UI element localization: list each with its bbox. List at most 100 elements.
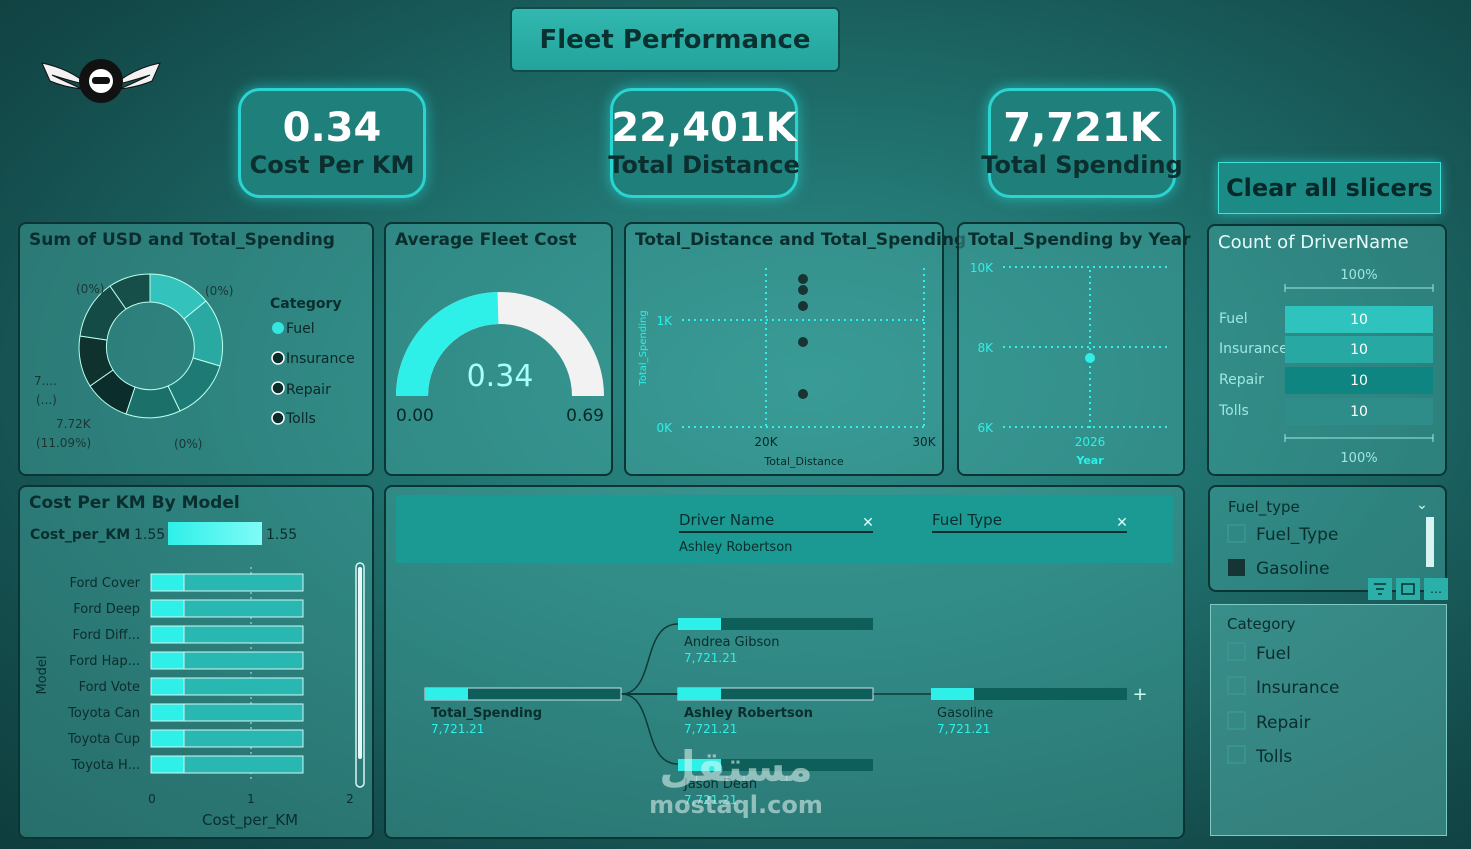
watermark-arabic: مستقل <box>659 742 813 791</box>
model-bar <box>150 599 185 618</box>
kpi-value: 0.34 <box>282 105 382 151</box>
y-tick: 1K <box>656 314 673 328</box>
top-percent: 100% <box>1340 268 1377 283</box>
x-tick: 20K <box>754 435 778 449</box>
scrollbar-thumb <box>358 567 362 759</box>
close-icon[interactable]: ✕ <box>862 515 874 531</box>
gauge-panel: Average Fleet Cost 0.34 0.00 0.69 <box>384 222 613 476</box>
decomp-node-root[interactable]: Total_Spending 7,721.21 <box>424 687 622 736</box>
model-bar <box>150 677 185 696</box>
scrollbar[interactable] <box>1426 517 1434 567</box>
decomp-node-driver[interactable]: Jason Dean 7,721.21 <box>678 759 873 807</box>
driver-count-row: Tolls 10 <box>1218 398 1433 425</box>
scatter-point <box>798 274 808 284</box>
node-label: Jason Dean <box>683 777 757 792</box>
gauge-max: 0.69 <box>566 406 604 426</box>
donut-chart <box>78 273 224 419</box>
x-tick: 2 <box>346 792 354 806</box>
checkbox[interactable] <box>1227 642 1246 661</box>
node-label: Ashley Robertson <box>684 706 813 721</box>
panel-title: Cost Per KM By Model <box>29 493 240 513</box>
checkbox[interactable] <box>1227 524 1246 543</box>
donut-label: (0%) <box>76 282 104 296</box>
kpi-label: Cost Per KM <box>249 151 415 179</box>
model-bar <box>150 729 185 748</box>
chevron-down-icon[interactable]: ⌄ <box>1416 497 1428 513</box>
decomp-node-driver[interactable]: Andrea Gibson 7,721.21 <box>678 618 873 665</box>
x-tick: 1 <box>247 792 255 806</box>
model-row: Toyota Can <box>67 703 304 722</box>
focus-mode-icon[interactable] <box>1396 578 1420 600</box>
legend-gradient <box>168 522 262 545</box>
model-label: Ford Cover <box>69 576 140 591</box>
year-data-point <box>1085 353 1095 363</box>
model-label: Toyota Can <box>67 706 140 721</box>
node-label: Total_Spending <box>431 706 542 721</box>
panel-title: Sum of USD and Total_Spending <box>29 230 335 250</box>
year-chart-panel: Total_Spending by Year 10K 8K 6K 2026 Ye… <box>957 222 1190 476</box>
checkbox[interactable] <box>1227 711 1246 730</box>
legend-item: Repair <box>286 382 331 398</box>
donut-label: 7.... <box>34 374 57 388</box>
row-value: 10 <box>1350 342 1368 358</box>
checkbox[interactable] <box>1227 745 1246 764</box>
node-value: 7,721.21 <box>937 722 990 736</box>
y-tick: 6K <box>977 421 994 435</box>
model-label: Ford Deep <box>73 602 140 617</box>
scatter-point <box>798 285 808 295</box>
donut-label: (...) <box>36 393 57 407</box>
filter-label-driver: Driver Name <box>679 511 774 529</box>
driver-count-panel: Count of DriverName 100% Fuel 10 Insuran… <box>1207 224 1447 476</box>
watermark-latin: mostaql.com <box>649 791 823 819</box>
row-label: Insurance <box>1219 341 1288 357</box>
expand-plus-icon[interactable]: + <box>1132 684 1147 705</box>
decomp-node-fuel[interactable]: Gasoline 7,721.21 <box>931 688 1127 736</box>
legend-item: Tolls <box>285 411 316 427</box>
model-bar <box>150 755 185 774</box>
fuel-slicer: Fuel_type ⌄ Fuel_Type Gasoline <box>1208 485 1447 592</box>
model-row: Ford Diff... <box>73 625 304 644</box>
x-axis-label: Total_Distance <box>763 455 844 468</box>
legend-marker-tolls <box>271 411 285 425</box>
close-icon[interactable]: ✕ <box>1116 515 1128 531</box>
decomposition-panel: Driver Name ✕ Ashley Robertson Fuel Type… <box>384 485 1185 839</box>
scrollbar[interactable] <box>355 562 365 788</box>
model-bar-group: Ford Cover Ford Deep Ford Diff... Ford Hap.… <box>67 573 304 774</box>
model-label: Ford Diff... <box>73 628 140 643</box>
checkbox[interactable] <box>1227 676 1246 695</box>
donut-label: (0%) <box>174 437 202 451</box>
svg-text:…: … <box>1430 582 1442 596</box>
slicer-option: Fuel_Type <box>1256 525 1338 545</box>
more-options-icon[interactable] <box>1424 578 1448 600</box>
decomp-node-driver[interactable]: Ashley Robertson 7,721.21 <box>677 687 874 736</box>
model-bar <box>150 625 185 644</box>
filter-value-driver: Ashley Robertson <box>679 540 792 555</box>
y-tick: 0K <box>656 421 673 435</box>
panel-title: Total_Spending by Year <box>968 230 1191 250</box>
row-label: Fuel <box>1219 311 1248 327</box>
kpi-label: Total Spending <box>981 151 1183 179</box>
node-label: Gasoline <box>937 706 993 721</box>
row-label: Tolls <box>1218 403 1249 419</box>
filter-bar <box>396 495 1173 563</box>
panel-title: Count of DriverName <box>1218 232 1409 253</box>
y-axis-label: Model <box>35 655 50 694</box>
donut-label: (0%) <box>205 284 233 298</box>
checkbox-checked[interactable] <box>1228 559 1245 576</box>
x-axis-label: Year <box>1075 454 1104 467</box>
slicer-option: Gasoline <box>1256 559 1330 579</box>
model-row: Ford Vote <box>79 677 304 696</box>
row-value: 10 <box>1350 404 1368 420</box>
scatter-panel: Total_Distance and Total_Spending 1K 0K … <box>624 222 966 476</box>
node-value: 7,721.21 <box>684 651 737 665</box>
model-label: Toyota H... <box>71 758 140 773</box>
clear-slicers-button[interactable]: Clear all slicers <box>1218 162 1441 214</box>
y-tick: 8K <box>977 341 994 355</box>
gauge-value: 0.34 <box>467 359 534 394</box>
model-bar <box>150 651 185 670</box>
driver-count-row: Repair 10 <box>1219 367 1433 394</box>
scatter-point <box>798 389 808 399</box>
kpi-cost-per-km: 0.34 Cost Per KM <box>238 88 426 198</box>
donut-label: 7.72K <box>56 417 92 431</box>
panel-title: Total_Distance and Total_Spending <box>635 230 967 250</box>
